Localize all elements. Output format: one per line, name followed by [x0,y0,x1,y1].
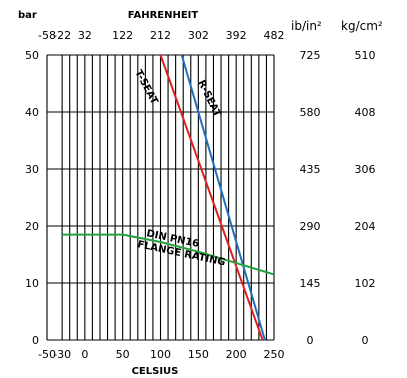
series-line-t-seat [159,54,264,341]
grid [46,54,275,341]
x-tick-label: 0 [81,348,88,361]
top-tick-label: 392 [226,29,247,42]
series-lines [62,54,275,341]
right-axis-1-tick-label: 290 [300,220,321,233]
x-tick-label: 150 [188,348,209,361]
y-tick-label: 0 [32,334,39,347]
x-tick-label: 250 [264,348,285,361]
right-axis-2-tick-label: 510 [355,49,376,62]
y-tick-label: 20 [25,220,39,233]
x-axis-title: CELSIUS [132,366,179,377]
top-axis-title: FAHRENHEIT [128,10,199,21]
x-tick-label: 50 [116,348,130,361]
top-tick-label: 212 [150,29,171,42]
top-tick-label: 32 [78,29,92,42]
top-tick-label: 482 [264,29,285,42]
x-tick-label: -30 [53,348,71,361]
y-axis-title: bar [18,10,37,21]
right-axis-1-tick-label: 580 [300,106,321,119]
right-axis-2-tick-label: 204 [355,220,376,233]
top-tick-label: -58 [38,29,56,42]
right-axis-2-tick-label: 102 [355,277,376,290]
top-tick-label: 302 [188,29,209,42]
y-tick-label: 30 [25,163,39,176]
right-axis-2-title: kg/cm² [341,19,383,33]
series-line-din-pn16-flange-rating [62,233,275,276]
right-axis-1-tick-label: 725 [300,49,321,62]
right-axis-1-title: ib/in² [291,19,322,33]
series-line-r-seat [180,54,266,341]
x-tick-label: -50 [38,348,56,361]
t-seat-label: T-SEAT [132,68,159,106]
x-tick-label: 100 [150,348,171,361]
top-tick-label: 122 [112,29,133,42]
right-axis-1-tick-label: 0 [307,334,314,347]
right-axis-2-tick-label: 306 [355,163,376,176]
right-axis-2-tick-label: 408 [355,106,376,119]
y-tick-label: 50 [25,49,39,62]
y-tick-label: 40 [25,106,39,119]
x-tick-label: 200 [226,348,247,361]
top-tick-label: -22 [53,29,71,42]
right-axis-1-tick-label: 145 [300,277,321,290]
tick-labels: -50-30 0 50 100 150 200 250-58-22 32 122 212 302 39… [25,29,376,361]
right-axis-1-tick-label: 435 [300,163,321,176]
right-axis-2-tick-label: 0 [362,334,369,347]
y-tick-label: 10 [25,277,39,290]
